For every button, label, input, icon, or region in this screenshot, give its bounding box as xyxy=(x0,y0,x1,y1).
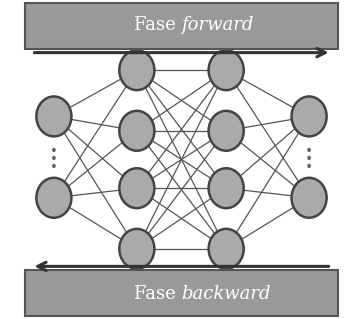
Ellipse shape xyxy=(119,50,154,90)
Ellipse shape xyxy=(52,148,56,152)
Ellipse shape xyxy=(119,168,154,208)
Ellipse shape xyxy=(307,148,311,152)
Text: Fase: Fase xyxy=(134,16,182,34)
Ellipse shape xyxy=(291,96,327,137)
Ellipse shape xyxy=(52,164,56,168)
Ellipse shape xyxy=(119,111,154,151)
Text: forward: forward xyxy=(182,16,254,34)
Ellipse shape xyxy=(307,156,311,160)
Ellipse shape xyxy=(307,164,311,168)
FancyBboxPatch shape xyxy=(25,270,338,316)
Ellipse shape xyxy=(209,168,244,208)
Ellipse shape xyxy=(291,178,327,218)
Ellipse shape xyxy=(209,111,244,151)
Ellipse shape xyxy=(52,156,56,160)
Ellipse shape xyxy=(209,229,244,269)
Ellipse shape xyxy=(209,50,244,90)
Ellipse shape xyxy=(119,229,154,269)
FancyBboxPatch shape xyxy=(25,3,338,49)
Text: backward: backward xyxy=(182,285,271,303)
Ellipse shape xyxy=(36,96,72,137)
Text: Fase: Fase xyxy=(134,285,182,303)
Ellipse shape xyxy=(36,178,72,218)
